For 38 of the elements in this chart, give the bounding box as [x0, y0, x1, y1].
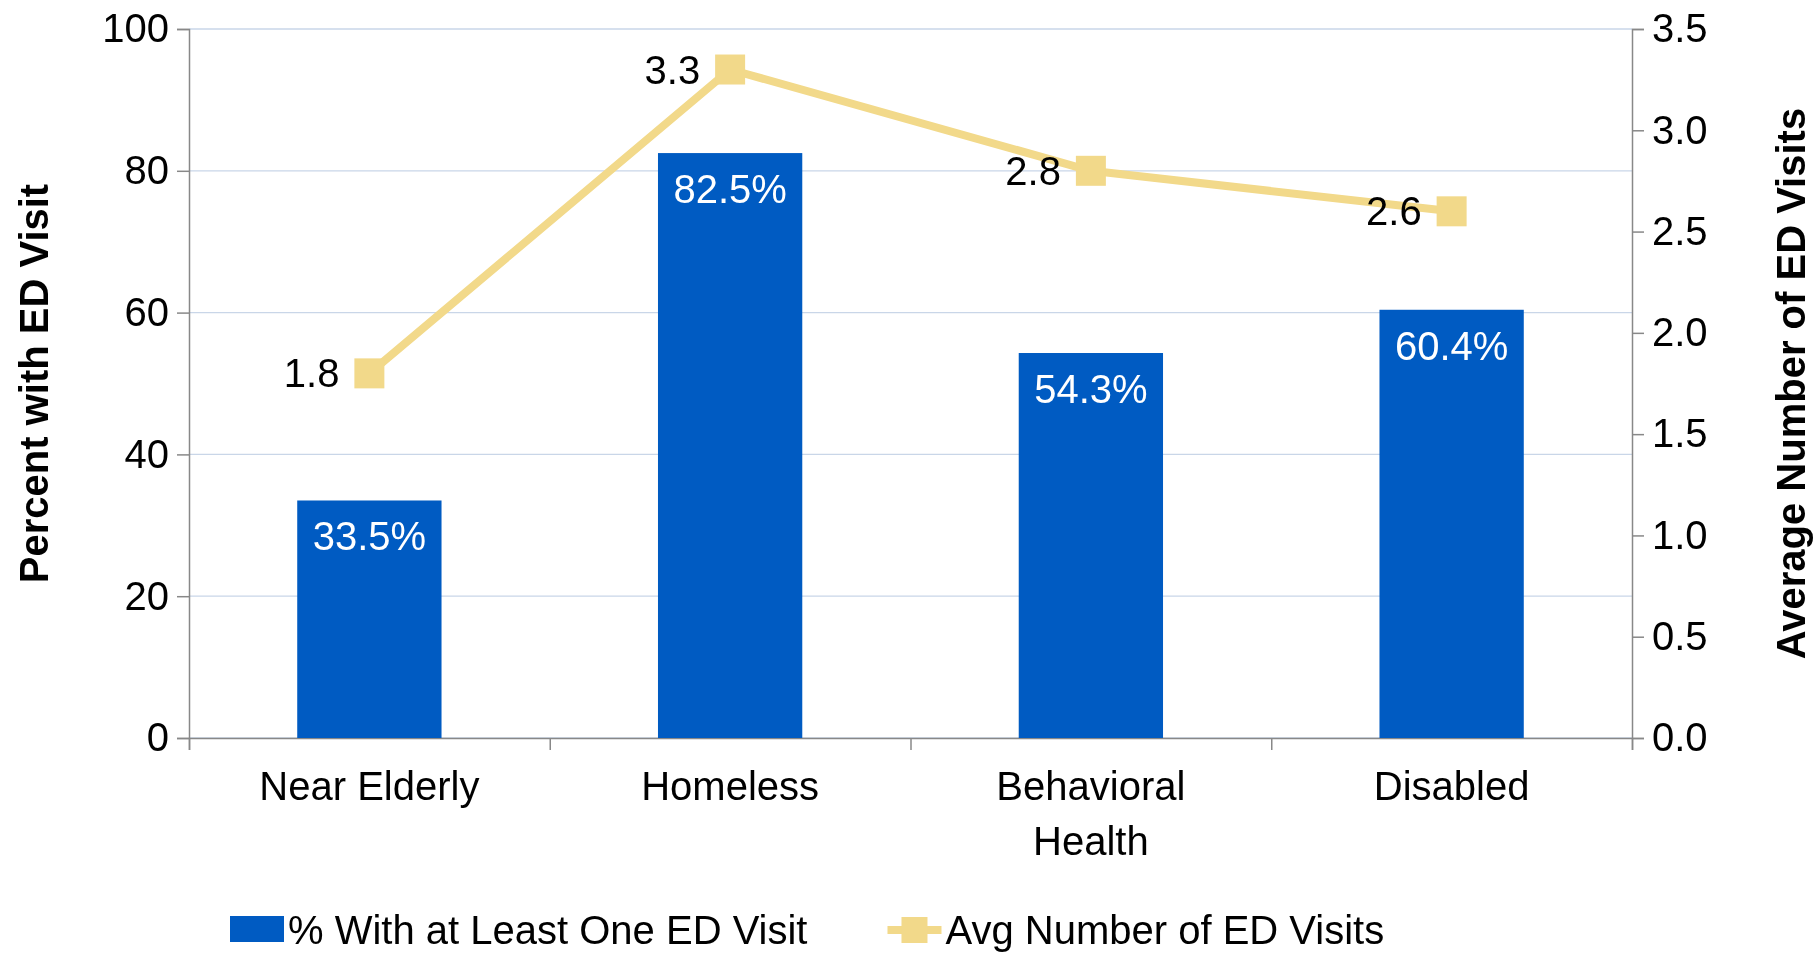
text: 3.0: [1652, 107, 1708, 152]
text: 2.0: [1652, 310, 1708, 355]
bar: [657, 153, 803, 738]
point: [354, 358, 385, 389]
y-tick-label: 0: [146, 715, 169, 760]
text: 0.5: [1652, 614, 1708, 659]
point: [1436, 196, 1467, 227]
text: 2.5: [1652, 208, 1708, 253]
data-label: 2.6: [1366, 189, 1422, 234]
x-tick-label: Behavioral Health: [996, 764, 1186, 863]
legend-label: Avg Number of ED Visits: [945, 908, 1385, 952]
data-label: 2.8: [1005, 148, 1061, 193]
x-tick-label: Homeless: [641, 764, 820, 808]
point: [715, 54, 746, 85]
point: [1075, 155, 1106, 186]
x-tick-label: Disabled: [1373, 764, 1530, 808]
data-label: 1.8: [283, 351, 340, 396]
data-label: 3.3: [644, 47, 701, 92]
text: 3.5: [1652, 6, 1708, 51]
y-tick-label: 20: [124, 573, 169, 618]
text: 1.5: [1652, 411, 1708, 456]
data-label: 33.5%: [312, 514, 427, 559]
legend-label: % With at Least One ED Visit: [288, 908, 808, 952]
y-tick-label: 100: [102, 6, 169, 51]
text: 1.0: [1652, 512, 1708, 557]
bar: [297, 500, 442, 738]
bar: [1018, 353, 1164, 738]
data-label: 82.5%: [673, 167, 787, 212]
y-tick-label: 80: [124, 148, 169, 193]
data-label: 60.4%: [1394, 323, 1509, 368]
text: 0.0: [1652, 715, 1708, 760]
y-tick-label: 40: [124, 431, 169, 476]
data-label: 54.3%: [1034, 367, 1148, 412]
x-tick-label: Near Elderly: [259, 764, 480, 808]
y-axis-title: Percent with ED Visit: [12, 183, 56, 584]
bar: [1379, 309, 1524, 738]
y-tick-label: 60: [124, 289, 169, 334]
y2-axis-title: Average Number of ED Visits: [1769, 107, 1813, 660]
